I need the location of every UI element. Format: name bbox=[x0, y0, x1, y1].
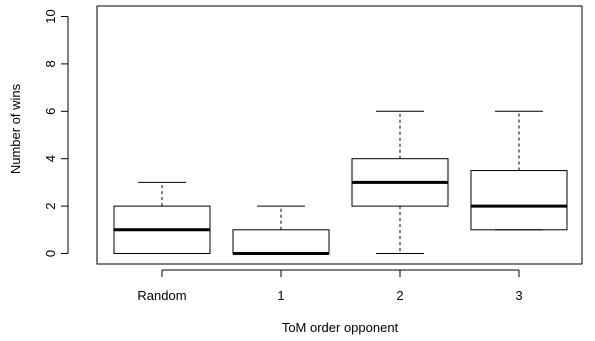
y-axis: 0 2 4 6 8 10 bbox=[43, 9, 69, 257]
box-3 bbox=[470, 110, 568, 231]
box-1 bbox=[232, 205, 330, 255]
plot-border bbox=[96, 5, 583, 265]
iqr-box bbox=[470, 170, 568, 231]
y-tick-label: 2 bbox=[43, 202, 58, 209]
box-2 bbox=[351, 110, 449, 254]
iqr-box bbox=[232, 229, 330, 255]
y-axis-title: Number of wins bbox=[8, 83, 23, 174]
plot-frame bbox=[96, 5, 583, 265]
y-tick-label: 10 bbox=[43, 9, 58, 23]
box-Random bbox=[113, 181, 211, 255]
x-tick-label: Random bbox=[137, 288, 186, 303]
x-tick-label: 1 bbox=[277, 288, 284, 303]
x-tick-label: 3 bbox=[515, 288, 522, 303]
boxes bbox=[113, 110, 568, 255]
y-tick-label: 0 bbox=[43, 250, 58, 257]
y-tick-label: 6 bbox=[43, 108, 58, 115]
x-axis-title: ToM order opponent bbox=[282, 320, 399, 335]
y-tick-label: 8 bbox=[43, 60, 58, 67]
y-tick-label: 4 bbox=[43, 155, 58, 162]
x-axis: Random 1 2 3 bbox=[137, 269, 523, 303]
x-tick-label: 2 bbox=[396, 288, 403, 303]
